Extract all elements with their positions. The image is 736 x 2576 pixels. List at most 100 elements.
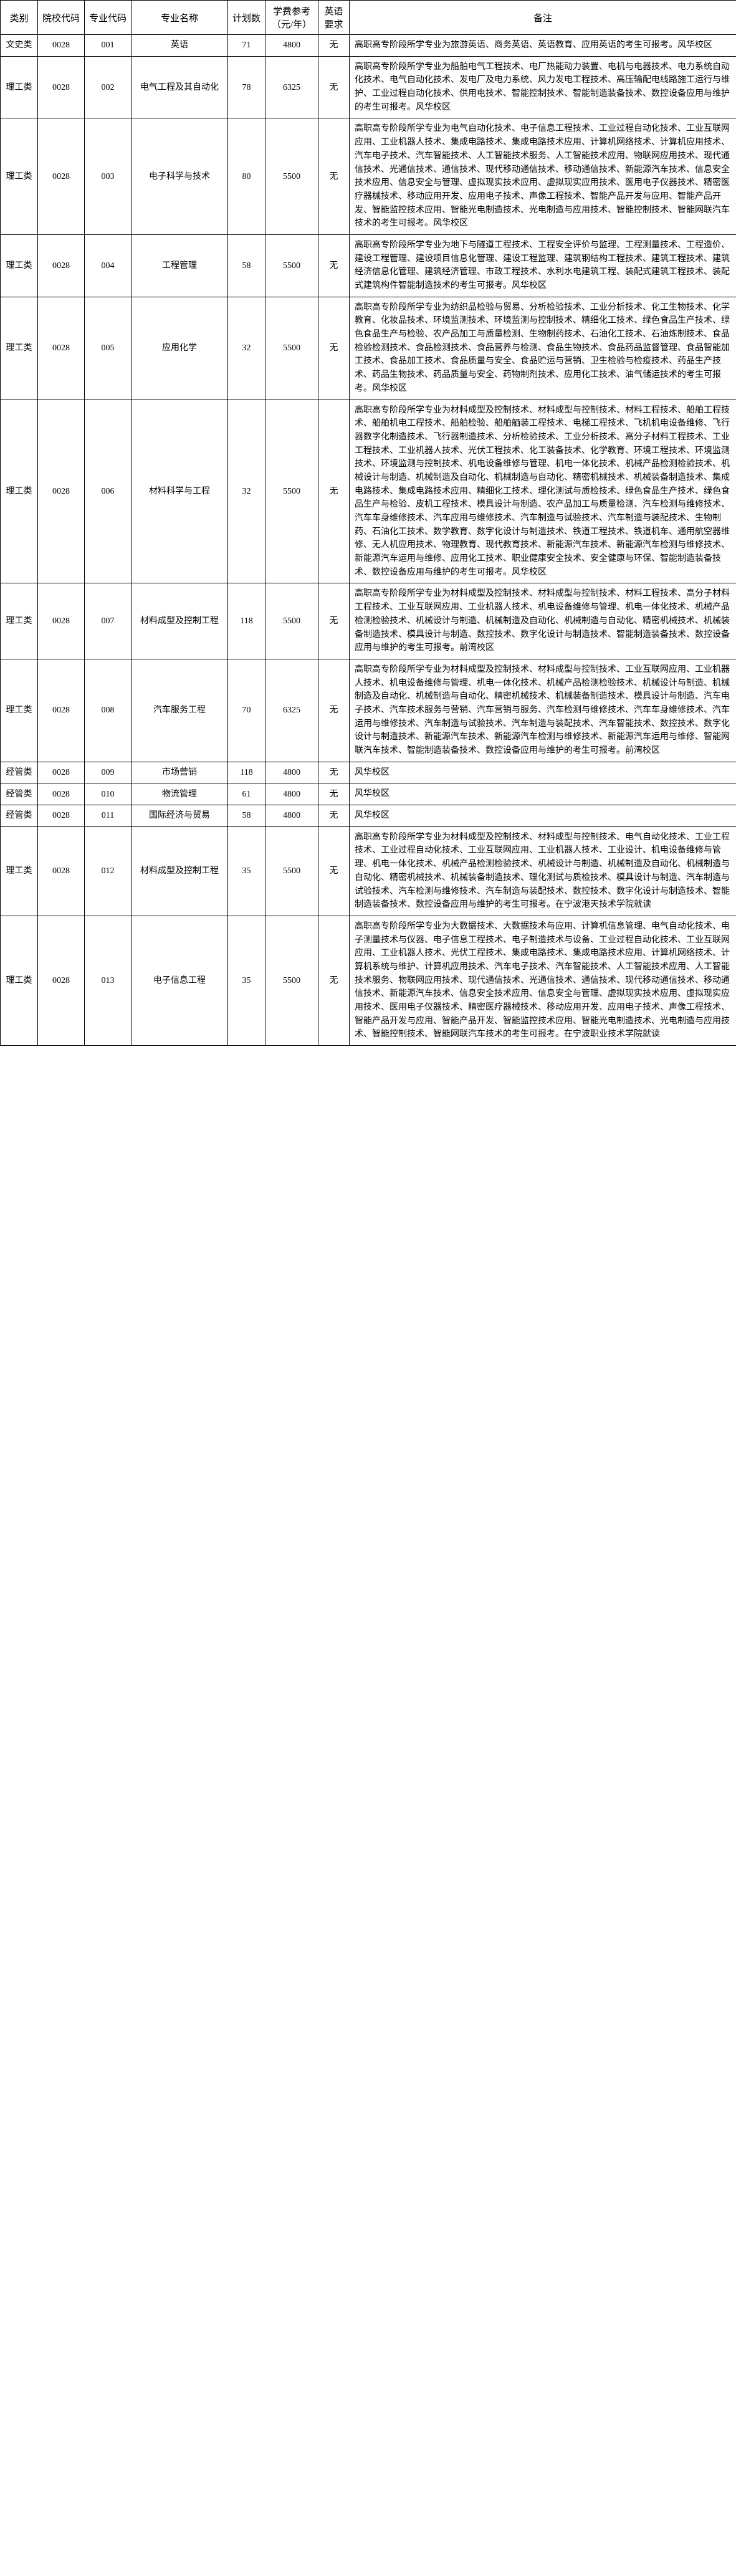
- cell-plan: 35: [228, 916, 265, 1045]
- header-english: 英语要求: [318, 1, 350, 35]
- cell-plan: 118: [228, 762, 265, 783]
- table-row: 理工类0028002电气工程及其自动化786325无高职高专阶段所学专业为船舶电…: [1, 56, 736, 118]
- cell-remark: 高职高专阶段所学专业为旅游英语、商务英语、英语教育、应用英语的考生可报考。风华校…: [350, 35, 736, 57]
- cell-major-name: 材料成型及控制工程: [131, 583, 228, 659]
- cell-remark: 高职高专阶段所学专业为材料成型及控制技术、材料成型与控制技术、电气自动化技术、工…: [350, 826, 736, 916]
- cell-major-name: 电气工程及其自动化: [131, 56, 228, 118]
- table-row: 理工类0028005应用化学325500无高职高专阶段所学专业为纺织品检验与贸易…: [1, 297, 736, 400]
- table-row: 理工类0028007材料成型及控制工程1185500无高职高专阶段所学专业为材料…: [1, 583, 736, 659]
- cell-tuition: 5500: [265, 400, 318, 583]
- cell-school-code: 0028: [38, 118, 85, 235]
- cell-major-code: 009: [85, 762, 131, 783]
- cell-major-code: 006: [85, 400, 131, 583]
- cell-plan: 58: [228, 234, 265, 297]
- cell-plan: 118: [228, 583, 265, 659]
- table-row: 理工类0028008汽车服务工程706325无高职高专阶段所学专业为材料成型及控…: [1, 659, 736, 762]
- cell-tuition: 5500: [265, 583, 318, 659]
- cell-category: 理工类: [1, 297, 38, 400]
- cell-school-code: 0028: [38, 583, 85, 659]
- cell-school-code: 0028: [38, 916, 85, 1045]
- cell-major-code: 011: [85, 805, 131, 827]
- cell-major-code: 007: [85, 583, 131, 659]
- cell-plan: 80: [228, 118, 265, 235]
- cell-school-code: 0028: [38, 805, 85, 827]
- cell-major-code: 013: [85, 916, 131, 1045]
- cell-plan: 61: [228, 783, 265, 805]
- table-row: 经管类0028009市场营销1184800无风华校区: [1, 762, 736, 783]
- cell-plan: 35: [228, 826, 265, 916]
- cell-remark: 高职高专阶段所学专业为大数据技术、大数据技术与应用、计算机信息管理、电气自动化技…: [350, 916, 736, 1045]
- cell-category: 理工类: [1, 916, 38, 1045]
- cell-major-name: 电子科学与技术: [131, 118, 228, 235]
- cell-category: 经管类: [1, 805, 38, 827]
- cell-major-name: 电子信息工程: [131, 916, 228, 1045]
- cell-school-code: 0028: [38, 400, 85, 583]
- cell-major-code: 005: [85, 297, 131, 400]
- cell-remark: 高职高专阶段所学专业为纺织品检验与贸易、分析检验技术、工业分析技术、化工生物技术…: [350, 297, 736, 400]
- cell-major-code: 010: [85, 783, 131, 805]
- cell-plan: 58: [228, 805, 265, 827]
- cell-major-name: 国际经济与贸易: [131, 805, 228, 827]
- header-tuition: 学费参考（元/年）: [265, 1, 318, 35]
- cell-major-name: 应用化学: [131, 297, 228, 400]
- cell-remark: 高职高专阶段所学专业为材料成型及控制技术、材料成型与控制技术、材料工程技术、高分…: [350, 583, 736, 659]
- cell-school-code: 0028: [38, 56, 85, 118]
- cell-remark: 风华校区: [350, 805, 736, 827]
- cell-english: 无: [318, 297, 350, 400]
- cell-plan: 32: [228, 297, 265, 400]
- cell-english: 无: [318, 400, 350, 583]
- cell-tuition: 4800: [265, 783, 318, 805]
- cell-remark: 风华校区: [350, 762, 736, 783]
- cell-category: 理工类: [1, 826, 38, 916]
- table-row: 理工类0028013电子信息工程355500无高职高专阶段所学专业为大数据技术、…: [1, 916, 736, 1045]
- cell-english: 无: [318, 234, 350, 297]
- table-row: 理工类0028006材料科学与工程325500无高职高专阶段所学专业为材料成型及…: [1, 400, 736, 583]
- cell-plan: 78: [228, 56, 265, 118]
- header-plan: 计划数: [228, 1, 265, 35]
- cell-english: 无: [318, 762, 350, 783]
- header-major-name: 专业名称: [131, 1, 228, 35]
- cell-tuition: 4800: [265, 762, 318, 783]
- cell-major-name: 物流管理: [131, 783, 228, 805]
- cell-category: 经管类: [1, 762, 38, 783]
- header-school-code: 院校代码: [38, 1, 85, 35]
- cell-plan: 32: [228, 400, 265, 583]
- cell-category: 理工类: [1, 56, 38, 118]
- cell-category: 文史类: [1, 35, 38, 57]
- table-row: 理工类0028003电子科学与技术805500无高职高专阶段所学专业为电气自动化…: [1, 118, 736, 235]
- cell-major-code: 004: [85, 234, 131, 297]
- cell-tuition: 5500: [265, 234, 318, 297]
- cell-major-name: 汽车服务工程: [131, 659, 228, 762]
- cell-english: 无: [318, 56, 350, 118]
- cell-tuition: 4800: [265, 35, 318, 57]
- cell-tuition: 5500: [265, 297, 318, 400]
- table-row: 理工类0028012材料成型及控制工程355500无高职高专阶段所学专业为材料成…: [1, 826, 736, 916]
- cell-plan: 70: [228, 659, 265, 762]
- cell-tuition: 6325: [265, 659, 318, 762]
- cell-english: 无: [318, 35, 350, 57]
- cell-english: 无: [318, 783, 350, 805]
- cell-english: 无: [318, 805, 350, 827]
- table-row: 理工类0028004工程管理585500无高职高专阶段所学专业为地下与隧道工程技…: [1, 234, 736, 297]
- cell-category: 理工类: [1, 659, 38, 762]
- cell-english: 无: [318, 826, 350, 916]
- cell-english: 无: [318, 583, 350, 659]
- table-row: 经管类0028011国际经济与贸易584800无风华校区: [1, 805, 736, 827]
- enrollment-table: 类别 院校代码 专业代码 专业名称 计划数 学费参考（元/年） 英语要求 备注 …: [0, 0, 736, 1046]
- cell-remark: 高职高专阶段所学专业为船舶电气工程技术、电厂热能动力装置、电机与电器技术、电力系…: [350, 56, 736, 118]
- cell-tuition: 6325: [265, 56, 318, 118]
- cell-tuition: 4800: [265, 805, 318, 827]
- cell-school-code: 0028: [38, 659, 85, 762]
- cell-english: 无: [318, 916, 350, 1045]
- cell-category: 理工类: [1, 400, 38, 583]
- cell-major-code: 001: [85, 35, 131, 57]
- cell-major-name: 工程管理: [131, 234, 228, 297]
- table-row: 经管类0028010物流管理614800无风华校区: [1, 783, 736, 805]
- cell-category: 理工类: [1, 118, 38, 235]
- cell-tuition: 5500: [265, 118, 318, 235]
- cell-english: 无: [318, 659, 350, 762]
- cell-school-code: 0028: [38, 762, 85, 783]
- cell-category: 理工类: [1, 234, 38, 297]
- header-major-code: 专业代码: [85, 1, 131, 35]
- cell-major-name: 材料科学与工程: [131, 400, 228, 583]
